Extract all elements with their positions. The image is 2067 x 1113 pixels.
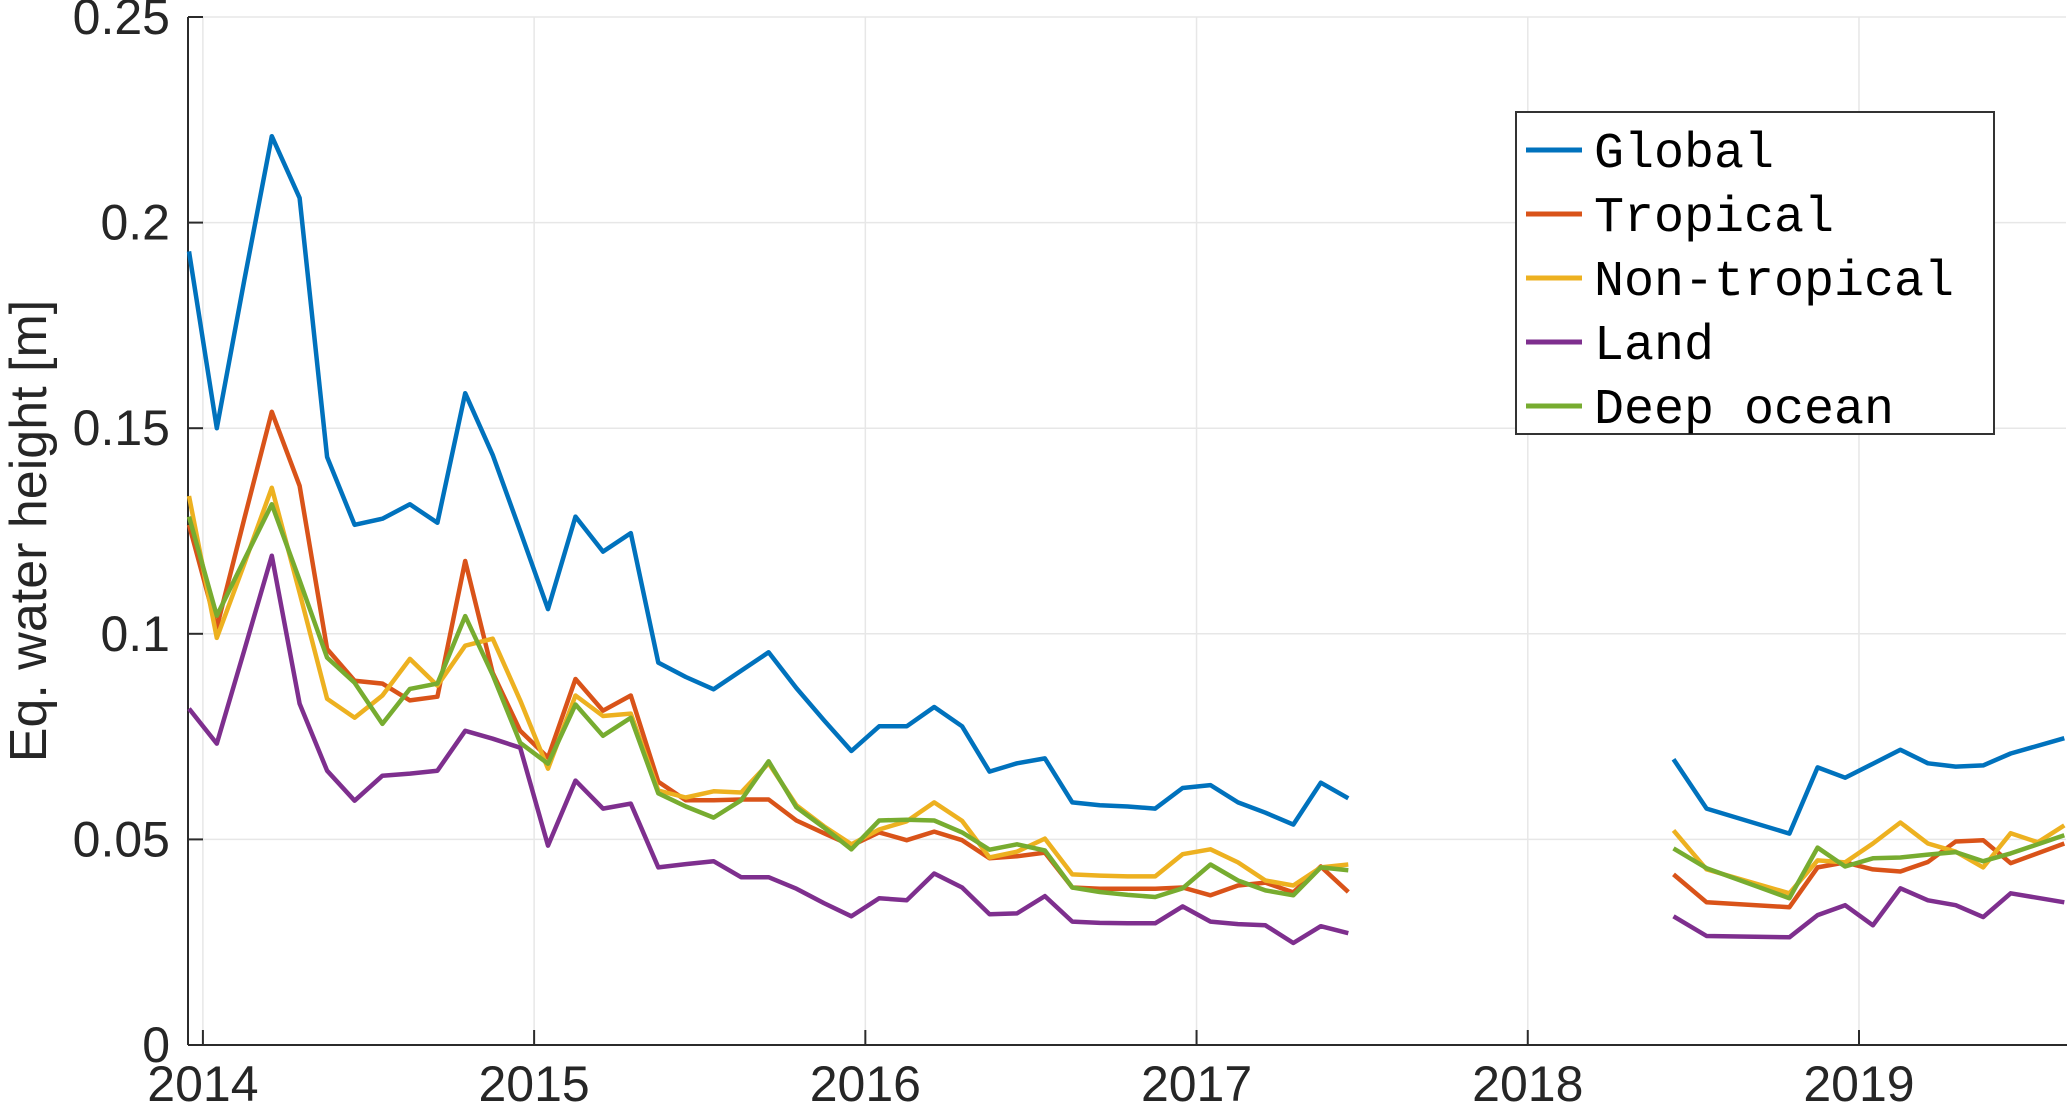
axis-ticks <box>188 16 1860 1046</box>
legend-item-deep-ocean: Deep ocean <box>1594 382 1894 439</box>
series-line-global-seg1 <box>186 133 1350 827</box>
series-line-land-seg1 <box>187 553 1349 946</box>
series-line-tropical-seg2 <box>1672 837 2066 910</box>
x-tick-label-2015: 2015 <box>479 1056 590 1112</box>
axis-spines <box>187 17 2067 1046</box>
legend-item-land: Land <box>1594 318 1714 375</box>
y-tick-label-0.25: 0.25 <box>73 0 170 45</box>
y-tick-label-0.1: 0.1 <box>100 606 170 662</box>
series-lines <box>186 133 2066 946</box>
y-tick-label-0: 0 <box>142 1017 170 1073</box>
series-line-global-seg2 <box>1671 736 2065 836</box>
legend-frame <box>1515 111 1995 435</box>
legend-item-global: Global <box>1594 126 1774 183</box>
series-line-tropical-seg1 <box>186 409 1350 898</box>
series-line-land-seg2 <box>1672 886 2065 940</box>
x-tick-label-2016: 2016 <box>810 1056 921 1112</box>
series-line-non-tropical-seg2 <box>1671 820 2066 896</box>
legend-item-non-tropical: Non-tropical <box>1594 254 1954 311</box>
x-tick-label-2014: 2014 <box>147 1056 258 1112</box>
y-tick-labels: 0 0.05 0.1 0.15 0.2 0.25 <box>73 0 170 1073</box>
x-tick-labels: 2014 2015 2016 2017 2018 2019 <box>147 1056 1914 1112</box>
series-line-deep-ocean-seg2 <box>1672 833 2066 901</box>
y-tick-label-0.15: 0.15 <box>73 400 170 456</box>
y-tick-label-0.2: 0.2 <box>100 195 170 251</box>
legend-box: Global Tropical Non-tropical Land Deep ocean <box>1515 111 1995 439</box>
legend-item-tropical: Tropical <box>1594 190 1834 247</box>
series-line-non-tropical-seg1 <box>186 485 1349 888</box>
y-tick-label-0.05: 0.05 <box>73 811 170 867</box>
series-line-deep-ocean-seg1 <box>186 502 1349 900</box>
x-tick-label-2018: 2018 <box>1472 1056 1583 1112</box>
x-tick-label-2019: 2019 <box>1803 1056 1914 1112</box>
x-tick-label-2017: 2017 <box>1141 1056 1252 1112</box>
y-axis-label: Eq. water height [m] <box>0 300 58 762</box>
